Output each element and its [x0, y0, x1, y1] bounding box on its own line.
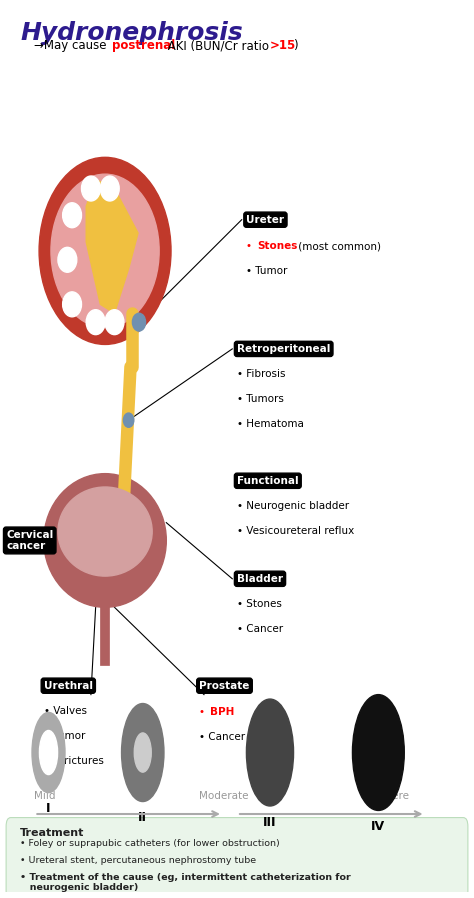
Text: Hydronephrosis: Hydronephrosis — [20, 21, 243, 45]
Text: • Valves: • Valves — [44, 706, 87, 716]
Text: Urethral: Urethral — [44, 681, 93, 691]
Text: I: I — [46, 802, 51, 815]
Ellipse shape — [353, 695, 404, 811]
Polygon shape — [86, 180, 138, 313]
Ellipse shape — [44, 473, 166, 607]
Text: • Strictures: • Strictures — [44, 755, 104, 766]
Text: >15: >15 — [270, 40, 296, 52]
Text: Ureter: Ureter — [246, 215, 284, 224]
Text: Severe: Severe — [374, 791, 410, 801]
Text: Functional: Functional — [237, 476, 299, 486]
Text: • Treatment of the cause (eg, intermittent catheterization for
   neurogenic bla: • Treatment of the cause (eg, intermitte… — [20, 873, 351, 893]
Text: Moderate: Moderate — [199, 791, 249, 801]
Text: ): ) — [292, 40, 297, 52]
Text: Cervical
cancer: Cervical cancer — [6, 530, 54, 551]
Text: • Foley or suprapubic catheters (for lower obstruction): • Foley or suprapubic catheters (for low… — [20, 839, 280, 848]
Text: • Cancer: • Cancer — [237, 624, 283, 634]
Text: BPH: BPH — [210, 708, 234, 718]
Ellipse shape — [58, 487, 152, 577]
Text: • Tumor: • Tumor — [44, 731, 85, 741]
Text: AKI (BUN/Cr ratio: AKI (BUN/Cr ratio — [164, 40, 273, 52]
Text: Prostate: Prostate — [199, 681, 250, 691]
Text: Retroperitoneal: Retroperitoneal — [237, 344, 330, 354]
Ellipse shape — [39, 157, 171, 345]
Ellipse shape — [63, 203, 82, 228]
Text: Mild: Mild — [35, 791, 56, 801]
Ellipse shape — [82, 176, 100, 201]
Text: • Cancer: • Cancer — [199, 733, 246, 743]
Text: (most common): (most common) — [295, 242, 382, 251]
Text: Treatment: Treatment — [20, 828, 85, 838]
Ellipse shape — [134, 733, 151, 772]
Ellipse shape — [86, 310, 105, 335]
Text: • Neurogenic bladder: • Neurogenic bladder — [237, 501, 349, 511]
Ellipse shape — [246, 699, 293, 806]
Ellipse shape — [105, 310, 124, 335]
Text: III: III — [263, 815, 277, 829]
Ellipse shape — [123, 413, 134, 427]
Ellipse shape — [32, 712, 65, 793]
Text: • Hematoma: • Hematoma — [237, 418, 304, 428]
Ellipse shape — [121, 703, 164, 802]
Ellipse shape — [58, 247, 77, 272]
Text: • Vesicoureteral reflux: • Vesicoureteral reflux — [237, 525, 354, 536]
Text: IV: IV — [371, 820, 385, 833]
Ellipse shape — [51, 174, 159, 328]
Text: •: • — [199, 708, 209, 718]
Text: →May cause: →May cause — [35, 40, 110, 52]
Text: • Stones: • Stones — [237, 599, 282, 609]
Text: • Tumor: • Tumor — [246, 267, 288, 277]
Text: postrenal: postrenal — [112, 40, 175, 52]
Text: •: • — [246, 242, 255, 251]
Ellipse shape — [63, 292, 82, 317]
Text: Bladder: Bladder — [237, 574, 283, 584]
Text: II: II — [138, 811, 147, 824]
Text: • Ureteral stent, percutaneous nephrostomy tube: • Ureteral stent, percutaneous nephrosto… — [20, 856, 256, 865]
Text: Stones: Stones — [257, 242, 297, 251]
Text: • Tumors: • Tumors — [237, 394, 284, 404]
Ellipse shape — [39, 730, 57, 775]
Ellipse shape — [132, 313, 146, 331]
Ellipse shape — [100, 176, 119, 201]
FancyBboxPatch shape — [6, 817, 468, 898]
Text: • Fibrosis: • Fibrosis — [237, 369, 285, 379]
